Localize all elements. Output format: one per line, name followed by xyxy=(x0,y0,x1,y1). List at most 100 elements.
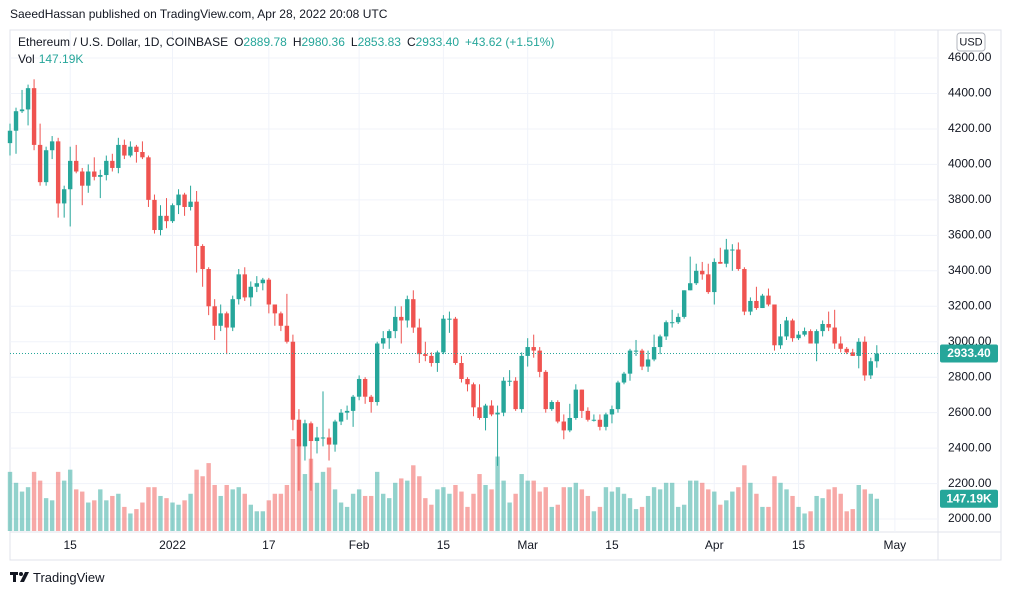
candle-body xyxy=(13,111,19,131)
x-tick-label: May xyxy=(884,538,907,552)
volume-bar xyxy=(663,482,669,531)
volume-bar xyxy=(92,500,97,531)
volume-bar xyxy=(31,471,37,531)
candle-body xyxy=(74,160,79,172)
ohlc-item: O2889.78 xyxy=(234,35,287,49)
candle-body xyxy=(435,352,440,364)
candle-body xyxy=(296,419,302,447)
candle-body xyxy=(868,361,873,376)
volume-bar xyxy=(266,500,272,531)
candle-body xyxy=(579,389,585,411)
volume-bar xyxy=(13,482,19,531)
y-tick-label: 3000.00 xyxy=(948,334,992,348)
candle-body xyxy=(429,355,434,364)
volume-bar xyxy=(790,495,795,531)
volume-bar xyxy=(254,511,259,531)
candle-body xyxy=(838,343,843,349)
ohlc-key: O xyxy=(234,35,244,49)
candle-body xyxy=(555,402,560,422)
candle-body xyxy=(332,421,338,445)
ohlc-key: L xyxy=(350,35,358,49)
volume-bar xyxy=(760,506,765,531)
volume-bar xyxy=(531,480,536,531)
candle-body xyxy=(206,269,211,307)
volume-bar xyxy=(374,471,380,531)
candle-body xyxy=(25,88,31,110)
volume-legend: Vol 147.19K xyxy=(18,52,83,66)
candle-body xyxy=(374,343,380,403)
volume-bar xyxy=(140,502,145,531)
candle-body xyxy=(742,269,747,312)
x-tick-label: 17 xyxy=(262,538,276,552)
volume-bar xyxy=(387,498,392,531)
volume-bar xyxy=(152,487,157,531)
symbol: Ethereum / U.S. Dollar, 1D, COINBASE xyxy=(18,35,229,49)
footer-logo xyxy=(10,572,29,582)
volume-bar xyxy=(639,506,645,531)
candle-body xyxy=(116,144,121,168)
candle-body xyxy=(663,322,669,337)
volume-bar xyxy=(814,495,819,531)
published-line: SaeedHassan published on TradingView.com… xyxy=(10,7,388,21)
candle-body xyxy=(477,407,482,418)
candle-body xyxy=(603,414,609,427)
volume-bar xyxy=(338,502,344,531)
volume-bar xyxy=(284,485,290,531)
footer: TradingView xyxy=(33,570,105,585)
candle-body xyxy=(844,348,849,353)
candle-body xyxy=(110,160,115,168)
volume-bar xyxy=(669,482,675,531)
volume-bar xyxy=(808,511,813,531)
volume-bar xyxy=(25,487,31,531)
volume-bar xyxy=(61,480,67,531)
candle-body xyxy=(826,324,831,328)
volume-bar xyxy=(447,493,452,531)
candle-body xyxy=(681,290,687,317)
volume-bar xyxy=(49,500,55,531)
candle-body xyxy=(483,405,488,418)
candle-body xyxy=(122,144,127,156)
volume-bar xyxy=(820,498,825,531)
candle-body xyxy=(459,363,464,379)
volume-bar xyxy=(579,489,585,531)
volume-bar xyxy=(874,498,880,531)
volume-bar xyxy=(399,478,404,531)
y-tick-label: 4200.00 xyxy=(948,121,992,135)
candle-body xyxy=(567,417,573,431)
candle-body xyxy=(832,327,837,344)
candle-body xyxy=(368,396,374,403)
volume-bar xyxy=(603,487,609,531)
candle-body xyxy=(236,274,241,300)
volume-bar xyxy=(730,491,735,531)
y-tick-label: 3600.00 xyxy=(948,228,992,242)
volume-bar xyxy=(537,491,542,531)
candle-body xyxy=(212,306,217,326)
volume-bar xyxy=(477,474,482,531)
volume-bar xyxy=(362,495,368,531)
volume-bar xyxy=(19,491,25,531)
candle-body xyxy=(350,396,356,411)
volume-bar xyxy=(356,489,362,531)
volume-bar xyxy=(681,504,687,531)
candle-body xyxy=(170,205,175,222)
candle-body xyxy=(92,171,97,177)
volume-bar xyxy=(43,498,49,531)
candle-body xyxy=(856,341,861,356)
volume-bar xyxy=(128,513,133,531)
volume-bar xyxy=(489,489,494,531)
candle-body xyxy=(194,201,199,246)
volume-bar xyxy=(519,474,524,531)
volume-bar xyxy=(435,489,440,531)
candle-body xyxy=(344,410,350,413)
candle-body xyxy=(302,423,308,447)
candle-body xyxy=(609,409,615,415)
volume-bar xyxy=(573,482,579,531)
currency-box[interactable] xyxy=(956,32,986,52)
candle-body xyxy=(218,313,223,326)
volume-bar xyxy=(74,489,79,531)
x-tick-label: Apr xyxy=(705,538,724,552)
change: +43.62 (+1.51%) xyxy=(465,35,555,49)
x-tick-label: 15 xyxy=(437,538,451,552)
